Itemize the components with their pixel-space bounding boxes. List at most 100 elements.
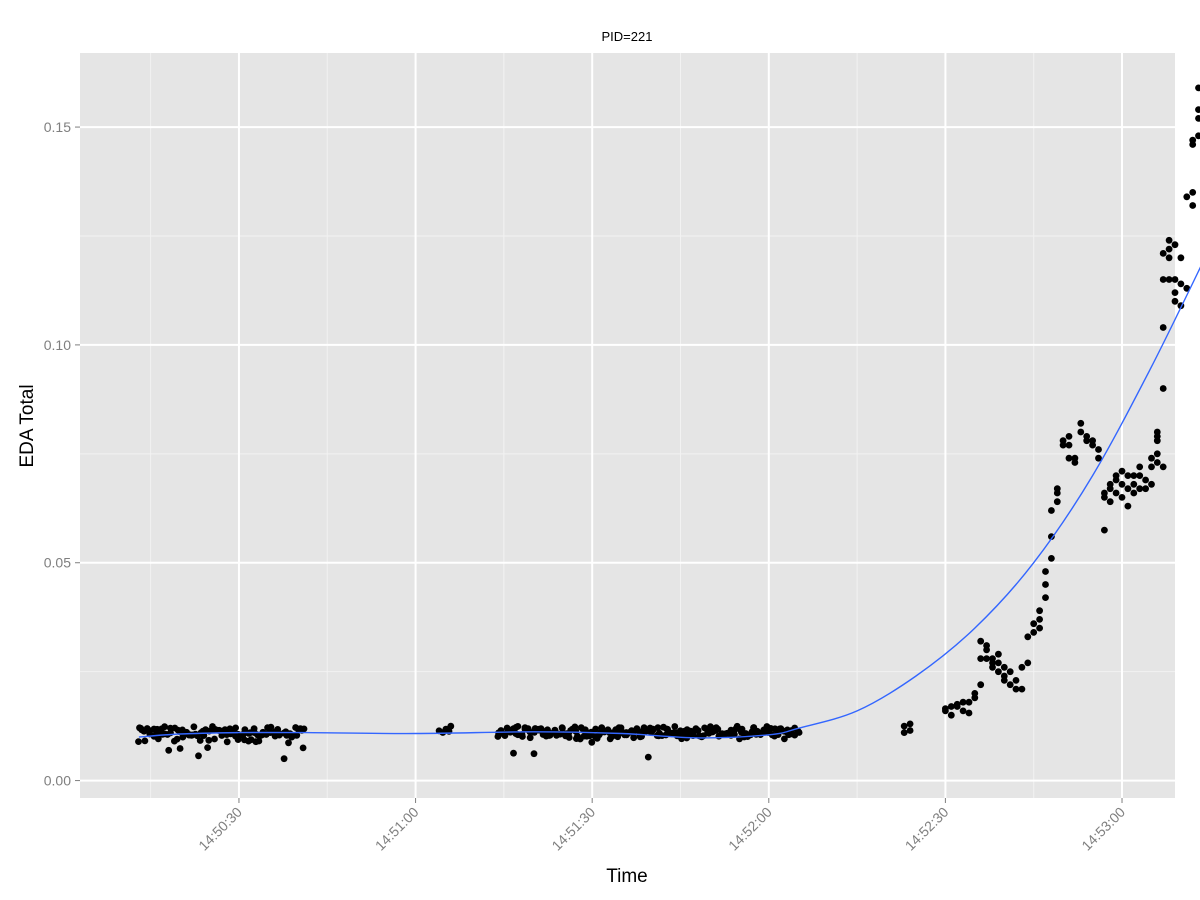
data-point: [223, 738, 231, 746]
data-point: [1195, 84, 1200, 92]
data-point: [1171, 276, 1179, 283]
data-point: [1130, 480, 1138, 488]
data-point: [947, 703, 955, 710]
data-point: [995, 668, 1002, 676]
x-axis: 14:50:30 14:51:00 14:51:30 14:52:00 14:52:30…: [195, 798, 1128, 854]
data-point: [1006, 681, 1014, 689]
data-point: [165, 746, 173, 754]
data-point: [1053, 498, 1061, 506]
data-point: [588, 738, 596, 746]
data-point: [1112, 489, 1120, 497]
data-point: [1189, 141, 1197, 148]
x-axis-title: Time: [606, 866, 648, 887]
data-point: [447, 722, 455, 730]
data-point: [1012, 677, 1020, 684]
data-point: [234, 736, 242, 743]
data-point: [942, 705, 949, 713]
data-point: [135, 738, 142, 745]
data-point: [1095, 454, 1102, 462]
major-grid: [80, 53, 1175, 798]
data-point: [1189, 189, 1197, 196]
data-point: [1148, 463, 1155, 471]
data-point: [977, 655, 985, 662]
data-point: [649, 726, 657, 734]
data-point: [1071, 454, 1079, 462]
data-point: [510, 749, 517, 757]
data-point: [1148, 480, 1155, 488]
x-tick-label: 14:53:00: [1078, 804, 1128, 854]
data-point: [1136, 472, 1144, 479]
data-point: [1101, 489, 1108, 497]
data-point: [1142, 476, 1149, 484]
x-tick-label: 14:52:30: [902, 804, 952, 854]
data-point: [1159, 385, 1167, 392]
data-point: [1042, 594, 1049, 601]
data-point: [1048, 533, 1055, 540]
data-point: [190, 723, 198, 731]
data-point: [983, 655, 990, 662]
data-point: [1095, 446, 1102, 453]
data-point: [731, 731, 738, 738]
data-point: [977, 681, 985, 689]
data-point: [1077, 419, 1085, 427]
data-point: [1065, 441, 1073, 449]
data-point: [633, 725, 641, 732]
data-point: [1165, 245, 1173, 253]
data-point: [965, 709, 973, 717]
data-point: [983, 646, 990, 654]
data-point: [900, 729, 908, 736]
x-tick-label: 14:51:00: [372, 804, 422, 854]
x-tick-label: 14:51:30: [548, 804, 598, 854]
panel-background: [80, 53, 1175, 798]
data-point: [1059, 437, 1067, 445]
data-point: [795, 729, 803, 736]
data-point: [293, 731, 301, 739]
data-point: [176, 745, 184, 752]
minor-grid: [80, 53, 1175, 798]
x-tick-label: 14:50:30: [195, 804, 245, 854]
data-point: [1118, 480, 1126, 488]
data-point: [205, 736, 213, 744]
data-point: [141, 737, 149, 745]
data-point: [1065, 454, 1073, 462]
data-point: [1042, 568, 1049, 575]
data-point: [1106, 480, 1114, 488]
data-point: [1012, 685, 1020, 693]
data-point: [947, 711, 955, 719]
data-point: [630, 734, 638, 742]
data-point: [1018, 685, 1026, 693]
data-point: [1048, 507, 1055, 514]
data-point: [1171, 297, 1179, 305]
data-point: [644, 753, 652, 761]
data-point: [1006, 668, 1014, 676]
data-point: [959, 707, 967, 715]
data-point: [1118, 467, 1126, 475]
data-point: [1148, 454, 1155, 462]
data-point: [1024, 633, 1032, 641]
data-point: [518, 731, 526, 738]
data-point: [1130, 472, 1138, 479]
data-point: [143, 725, 151, 732]
data-point: [1077, 428, 1085, 436]
data-point: [1112, 472, 1120, 479]
data-point: [1159, 324, 1167, 331]
smooth-layer: [138, 266, 1200, 739]
data-point: [1153, 450, 1161, 458]
data-point: [1136, 485, 1144, 493]
data-point: [299, 744, 307, 752]
data-point: [1177, 254, 1185, 262]
data-point: [1159, 463, 1167, 471]
data-point: [694, 727, 702, 734]
data-point: [1042, 581, 1049, 588]
data-point: [906, 720, 914, 728]
y-tick-label: 0.15: [44, 119, 71, 135]
y-axis-title: EDA Total: [17, 384, 38, 467]
data-point: [1000, 677, 1008, 684]
data-point: [574, 732, 581, 740]
data-point: [285, 739, 292, 747]
data-point: [1083, 433, 1091, 440]
data-point: [1165, 254, 1173, 262]
data-point: [995, 659, 1002, 667]
x-tick-label: 14:52:00: [725, 804, 775, 854]
